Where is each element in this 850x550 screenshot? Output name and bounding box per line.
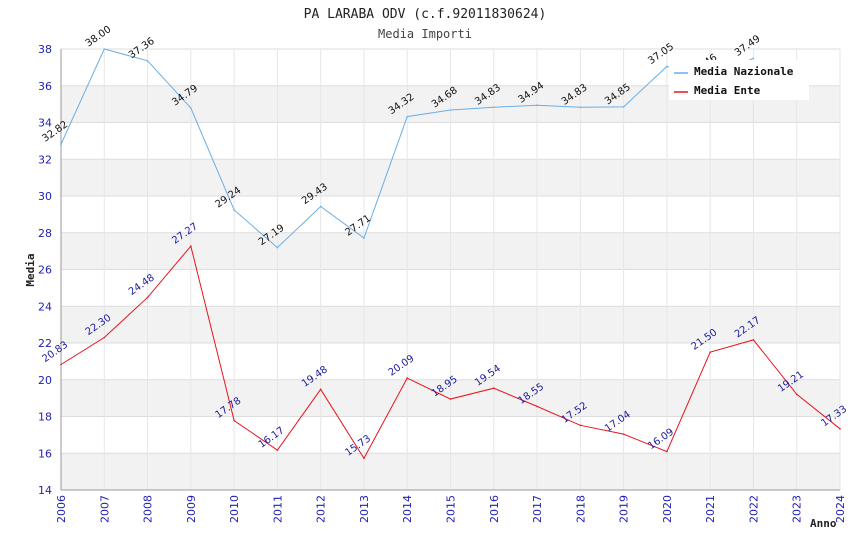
x-tick-label: 2016 bbox=[488, 495, 501, 523]
data-label: 37.49 bbox=[733, 33, 763, 58]
data-label: 16.09 bbox=[646, 427, 676, 452]
y-tick-label: 20 bbox=[38, 374, 52, 387]
data-point bbox=[103, 48, 106, 50]
x-tick-label: 2020 bbox=[661, 495, 674, 523]
chart-title: PA LARABA ODV (c.f.92011830624) bbox=[304, 7, 547, 22]
x-tick-label: 2019 bbox=[618, 495, 631, 523]
data-point bbox=[190, 107, 192, 109]
x-tick-label: 2006 bbox=[55, 495, 68, 523]
plot-grid bbox=[60, 48, 841, 491]
x-tick-label: 2008 bbox=[142, 495, 155, 523]
x-tick-label: 2011 bbox=[271, 495, 284, 523]
x-axis-label: Anno bbox=[810, 517, 837, 530]
data-label: 38.00 bbox=[84, 24, 114, 49]
x-tick-labels: 2006 2007 2008 2009 2010 2011 2012 2013 2014 2015… bbox=[55, 495, 847, 523]
data-label: 24.48 bbox=[127, 272, 157, 297]
series-lines bbox=[60, 48, 841, 460]
y-tick-label: 26 bbox=[38, 264, 52, 277]
data-point bbox=[839, 428, 841, 430]
y-tick-label: 38 bbox=[38, 43, 52, 56]
data-label: 20.09 bbox=[387, 353, 417, 378]
data-point bbox=[536, 405, 538, 408]
data-point bbox=[319, 388, 322, 391]
y-tick-label: 36 bbox=[38, 80, 52, 93]
data-point bbox=[449, 398, 452, 400]
x-tick-label: 2023 bbox=[791, 495, 804, 523]
data-point bbox=[752, 339, 755, 341]
y-tick-label: 18 bbox=[38, 411, 52, 424]
x-tick-label: 2009 bbox=[185, 495, 198, 523]
x-tick-label: 2013 bbox=[358, 495, 371, 523]
x-tick-label: 2014 bbox=[401, 495, 414, 523]
y-tick-labels: 14 16 18 20 22 24 26 28 30 32 34 36 38 bbox=[38, 43, 52, 497]
y-tick-label: 22 bbox=[38, 337, 52, 350]
data-point bbox=[363, 457, 365, 460]
x-tick-label: 2018 bbox=[574, 495, 587, 523]
data-point bbox=[579, 106, 582, 109]
x-tick-label: 2007 bbox=[98, 495, 111, 523]
y-tick-label: 24 bbox=[38, 300, 52, 313]
legend-label-media-nazionale: Media Nazionale bbox=[694, 65, 794, 78]
legend-label-media-ente: Media Ente bbox=[694, 84, 761, 97]
data-point bbox=[319, 205, 322, 208]
legend: Media Nazionale Media Ente bbox=[669, 60, 809, 100]
chart-subtitle: Media Importi bbox=[378, 27, 472, 41]
data-point bbox=[709, 351, 711, 353]
x-tick-label: 2017 bbox=[531, 495, 544, 523]
data-point bbox=[103, 336, 106, 339]
x-tick-label: 2015 bbox=[445, 495, 458, 523]
data-point bbox=[752, 57, 755, 60]
x-tick-label: 2012 bbox=[315, 495, 328, 523]
data-point bbox=[492, 106, 495, 109]
data-point bbox=[622, 106, 625, 108]
data-point bbox=[406, 115, 409, 118]
data-point bbox=[276, 246, 279, 249]
data-point bbox=[666, 450, 668, 453]
legend-box bbox=[669, 60, 809, 100]
data-point bbox=[60, 143, 62, 145]
data-point bbox=[666, 65, 668, 68]
x-tick-label: 2024 bbox=[834, 495, 847, 523]
data-point bbox=[406, 377, 409, 379]
data-point bbox=[536, 104, 538, 107]
data-point bbox=[795, 393, 798, 396]
data-point bbox=[146, 296, 149, 299]
y-axis-label: Media bbox=[24, 253, 37, 286]
y-tick-label: 16 bbox=[38, 447, 52, 460]
data-label: 37.36 bbox=[127, 36, 157, 61]
y-tick-label: 14 bbox=[38, 484, 52, 497]
data-point bbox=[363, 237, 365, 239]
x-tick-label: 2021 bbox=[704, 495, 717, 523]
data-point bbox=[622, 433, 625, 435]
plot-axes bbox=[60, 49, 840, 491]
y-tick-label: 30 bbox=[38, 190, 52, 203]
y-tick-label: 34 bbox=[38, 117, 52, 130]
data-point bbox=[449, 109, 452, 111]
data-point bbox=[146, 59, 149, 62]
y-tick-label: 32 bbox=[38, 153, 52, 166]
data-point bbox=[276, 449, 279, 451]
x-tick-label: 2010 bbox=[228, 495, 241, 523]
data-point bbox=[492, 387, 495, 390]
data-point bbox=[60, 363, 62, 366]
data-point bbox=[190, 245, 192, 247]
x-tick-label: 2022 bbox=[747, 495, 760, 523]
data-point bbox=[233, 419, 235, 422]
data-point bbox=[233, 209, 235, 211]
data-point bbox=[579, 424, 582, 427]
y-tick-label: 28 bbox=[38, 227, 52, 240]
